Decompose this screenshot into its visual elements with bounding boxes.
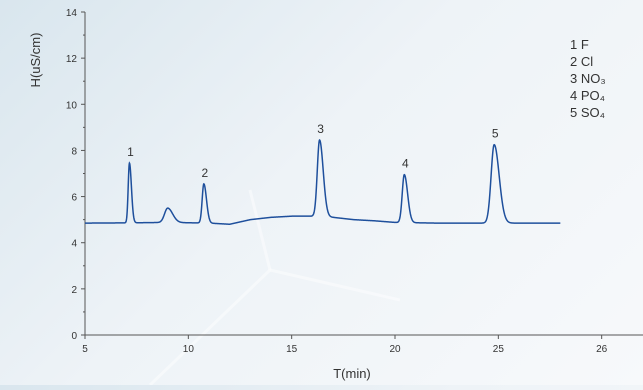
y-tick-label: 4 (71, 239, 77, 250)
y-tick-label: 8 (71, 146, 77, 157)
y-tick-label: 2 (71, 285, 77, 296)
peak-label-5: 5 (492, 127, 499, 141)
legend: 1 F 2 Cl 3 NO₃ 4 PO₄ 5 SO₄ (570, 36, 606, 121)
y-axis-label: H(uS/cm) (28, 33, 43, 88)
legend-item-so4: 5 SO₄ (570, 105, 605, 120)
background-decoration (148, 189, 401, 387)
peak-labels: 1 2 3 4 5 (127, 122, 499, 180)
y-ticks: 0 2 4 6 8 10 12 14 (66, 8, 85, 342)
x-tick-label: 15 (286, 344, 298, 355)
y-tick-label: 12 (66, 54, 78, 65)
y-tick-label: 6 (71, 193, 77, 204)
y-tick-label: 14 (66, 8, 78, 19)
peak-label-4: 4 (402, 157, 409, 171)
legend-item-po4: 4 PO₄ (570, 88, 605, 103)
legend-item-no3: 3 NO₃ (570, 71, 606, 86)
legend-item-cl: 2 Cl (570, 54, 594, 69)
legend-item-f: 1 F (570, 37, 589, 52)
y-tick-label: 10 (66, 100, 78, 111)
x-tick-label: 5 (82, 344, 88, 355)
x-ticks: 5 10 15 20 25 26 (82, 335, 608, 355)
peak-label-1: 1 (127, 145, 134, 159)
x-tick-label: 20 (389, 344, 401, 355)
peak-label-3: 3 (317, 122, 324, 136)
y-tick-label: 0 (71, 331, 77, 342)
peak-label-2: 2 (201, 166, 208, 180)
x-tick-label: 26 (596, 344, 608, 355)
x-tick-label: 10 (183, 344, 195, 355)
x-tick-label: 25 (493, 344, 505, 355)
x-axis-label: T(min) (333, 366, 371, 381)
axes (84, 12, 643, 336)
chromatogram-line (85, 139, 561, 226)
